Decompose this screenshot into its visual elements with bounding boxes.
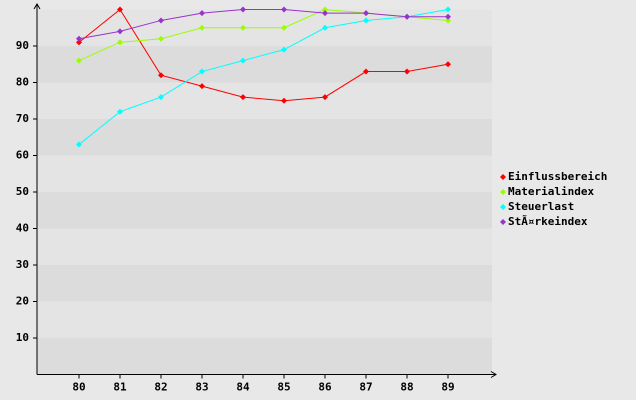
x-tick-label: 88 [400,381,413,394]
x-tick-label: 89 [441,381,454,394]
y-tick-label: 80 [16,76,29,89]
data-point [445,13,451,20]
legend-marker [500,219,506,225]
data-point [76,141,82,148]
data-point [240,57,246,64]
data-point [117,28,123,35]
y-tick-label: 10 [16,331,29,344]
x-tick-label: 87 [359,381,372,394]
grid-band [37,82,492,119]
data-point [117,39,123,46]
data-point [199,24,205,31]
data-point [404,68,410,75]
grid-band [37,338,492,375]
data-point [158,17,164,24]
y-tick-label: 30 [16,258,29,271]
series-line [78,9,449,145]
data-point [281,6,287,13]
grid-band [37,192,492,229]
grid-band [37,265,492,302]
data-point [445,17,451,24]
grid-band [37,155,492,192]
data-point [117,6,123,13]
legend-label: Einflussbereich [508,170,607,183]
x-tick-label: 86 [318,381,332,394]
grid-band [37,119,492,156]
x-tick-label: 84 [236,381,250,394]
series-line [78,8,449,102]
legend-label: StÃ¤rkeindex [508,215,588,228]
data-point [240,24,246,31]
data-point [158,94,164,101]
data-point [240,94,246,101]
data-point [281,24,287,31]
data-point [158,72,164,79]
data-point [76,57,82,64]
data-point [363,17,369,24]
data-point [281,97,287,104]
x-tick-label: 82 [154,381,167,394]
data-point [281,46,287,53]
data-point [363,68,369,75]
data-point [76,35,82,42]
x-axis-arrow [490,371,497,378]
y-axis-arrow [33,3,41,10]
data-point [322,6,328,13]
data-point [240,6,246,13]
legend-label: Materialindex [508,185,594,198]
y-tick-label: 60 [16,149,29,162]
data-point [404,13,410,20]
y-tick-label: 70 [16,112,29,125]
legend-marker [500,189,506,195]
data-point [199,83,205,90]
data-point [322,94,328,101]
y-tick-label: 90 [16,39,29,52]
x-tick-label: 83 [195,381,208,394]
data-point [158,35,164,42]
grid-band [37,301,492,338]
grid-band [37,46,492,83]
data-point [322,10,328,17]
series-line [78,9,448,40]
grid-band [37,228,492,265]
data-point [322,24,328,31]
data-point [199,68,205,75]
y-tick-label: 40 [16,222,29,235]
data-point [199,10,205,17]
data-point [117,108,123,115]
x-tick-label: 81 [113,381,127,394]
data-point [445,61,451,68]
data-point [445,6,451,13]
data-point [363,10,369,17]
data-point [76,39,82,46]
legend-marker [500,174,506,180]
legend-marker [500,204,506,210]
y-tick-label: 50 [16,185,29,198]
y-tick-label: 20 [16,295,29,308]
x-tick-label: 85 [277,381,290,394]
legend-label: Steuerlast [508,200,574,213]
x-tick-label: 80 [72,381,85,394]
